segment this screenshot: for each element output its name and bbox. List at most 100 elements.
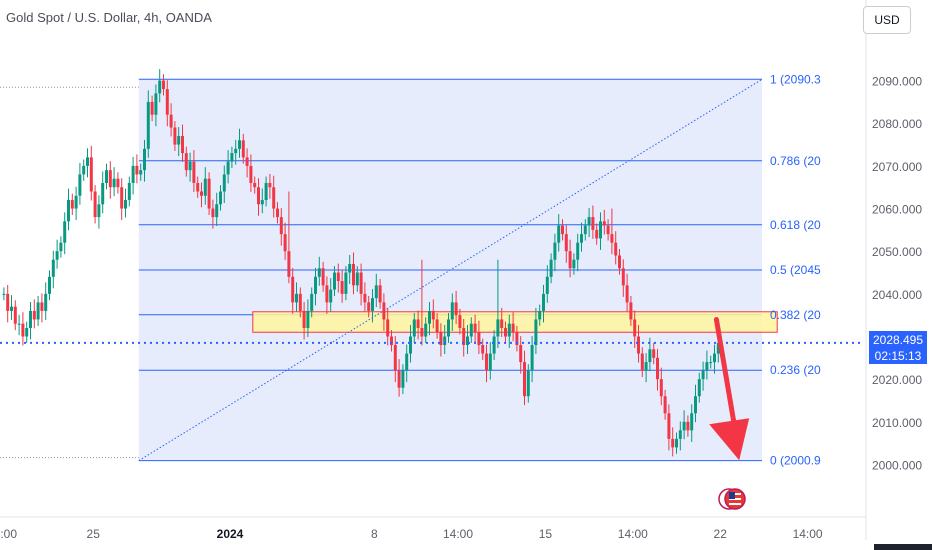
- flag-logo-icon[interactable]: [717, 487, 747, 511]
- candle-body: [287, 251, 291, 277]
- candle-body: [143, 148, 146, 171]
- candle-body: [253, 182, 257, 188]
- candle-body: [188, 161, 192, 171]
- x-tick-label: 22: [714, 527, 728, 541]
- candle-body: [504, 327, 507, 337]
- candle-body: [222, 174, 226, 192]
- candle-body: [390, 336, 393, 346]
- candle-body: [409, 336, 412, 354]
- candle-body: [371, 298, 374, 311]
- candle-body: [173, 127, 177, 145]
- candle-body: [146, 101, 150, 149]
- candle-body: [302, 310, 306, 328]
- y-axis[interactable]: 2000.0002010.0002020.0002030.0002040.000…: [865, 0, 932, 550]
- candle-body: [241, 140, 245, 158]
- countdown-timer: 02:15:13: [874, 349, 922, 363]
- x-tick-label: 14:00: [443, 527, 473, 541]
- candle-body: [656, 357, 659, 380]
- candlestick-series: [2, 69, 720, 457]
- resistance-zone[interactable]: [252, 311, 778, 333]
- candle-body: [580, 234, 583, 243]
- y-tick-label: 2040.000: [872, 288, 922, 302]
- candle-body: [492, 336, 496, 354]
- arrow-shaft: [713, 316, 738, 433]
- candle-body: [705, 362, 709, 371]
- candle-body: [602, 221, 606, 226]
- candle-body: [150, 101, 154, 115]
- candle-body: [298, 293, 302, 311]
- zone-rect: [252, 311, 778, 333]
- candle-body: [127, 182, 131, 201]
- candle-body: [682, 421, 686, 431]
- x-tick-label: 14:00: [618, 527, 648, 541]
- candle-body: [154, 93, 158, 115]
- candle-body: [534, 319, 538, 346]
- candle-body: [538, 310, 542, 320]
- candle-body: [447, 319, 450, 337]
- candle-body: [667, 413, 671, 439]
- candle-body: [279, 217, 283, 235]
- candle-body: [314, 276, 317, 294]
- candle-body: [139, 170, 143, 175]
- candle-body: [215, 204, 219, 218]
- candle-body: [70, 200, 74, 209]
- y-tick-label: 2080.000: [872, 117, 922, 131]
- fib-retracement[interactable]: [0, 78, 762, 462]
- candle-body: [618, 255, 621, 269]
- candle-body: [606, 225, 610, 235]
- candle-body: [523, 362, 526, 397]
- candle-body: [553, 242, 557, 260]
- currency-button[interactable]: USD: [863, 6, 911, 34]
- candle-body: [105, 170, 108, 183]
- last-price-tag: 2028.495 02:15:13: [869, 331, 927, 364]
- candle-body: [348, 264, 352, 273]
- candle-body: [629, 302, 633, 320]
- candle-body: [690, 413, 694, 431]
- candle-body: [713, 353, 716, 363]
- candle-body: [545, 276, 549, 294]
- candle-body: [207, 178, 211, 209]
- candle-body: [268, 182, 272, 188]
- fib-level-label: 0.618 (20: [770, 218, 821, 232]
- candle-body: [614, 242, 618, 256]
- candle-body: [530, 345, 534, 371]
- candle-body: [89, 157, 93, 192]
- candle-body: [648, 349, 652, 363]
- candle-body: [340, 281, 344, 294]
- candle-body: [587, 217, 591, 226]
- candle-body: [507, 323, 511, 337]
- candle-body: [245, 157, 249, 166]
- candle-body: [86, 157, 89, 166]
- candle-body: [219, 191, 222, 205]
- fib-level-label: 0.236 (20: [770, 363, 821, 377]
- candle-body: [374, 285, 378, 299]
- x-tick-label: 8: [371, 527, 378, 541]
- candle-body: [701, 370, 705, 380]
- candle-body: [234, 148, 238, 154]
- candle-body: [443, 336, 447, 346]
- candle-body: [595, 229, 599, 239]
- candle-body: [644, 362, 648, 371]
- candle-body: [401, 370, 405, 388]
- fib-trend-line: [138, 78, 763, 462]
- candle-body: [306, 310, 310, 328]
- candle-body: [549, 259, 553, 277]
- candle-body: [458, 315, 462, 328]
- candle-body: [485, 353, 488, 371]
- candle-body: [238, 140, 241, 149]
- candle-body: [135, 165, 139, 175]
- candle-body: [405, 353, 409, 371]
- x-axis[interactable]: 14:00 25 2024 8 14:00 15 14:00 22 14:00: [0, 516, 866, 541]
- candle-body: [36, 302, 40, 320]
- down-arrow-annotation[interactable]: [709, 316, 750, 461]
- candle-body: [82, 165, 86, 175]
- candle-body: [652, 349, 656, 358]
- toolbar-strip: [874, 544, 932, 550]
- candle-body: [694, 396, 697, 414]
- candle-body: [21, 323, 25, 337]
- candle-body: [697, 379, 701, 397]
- candle-body: [200, 191, 203, 196]
- candle-body: [412, 319, 416, 337]
- candle-body: [116, 178, 120, 188]
